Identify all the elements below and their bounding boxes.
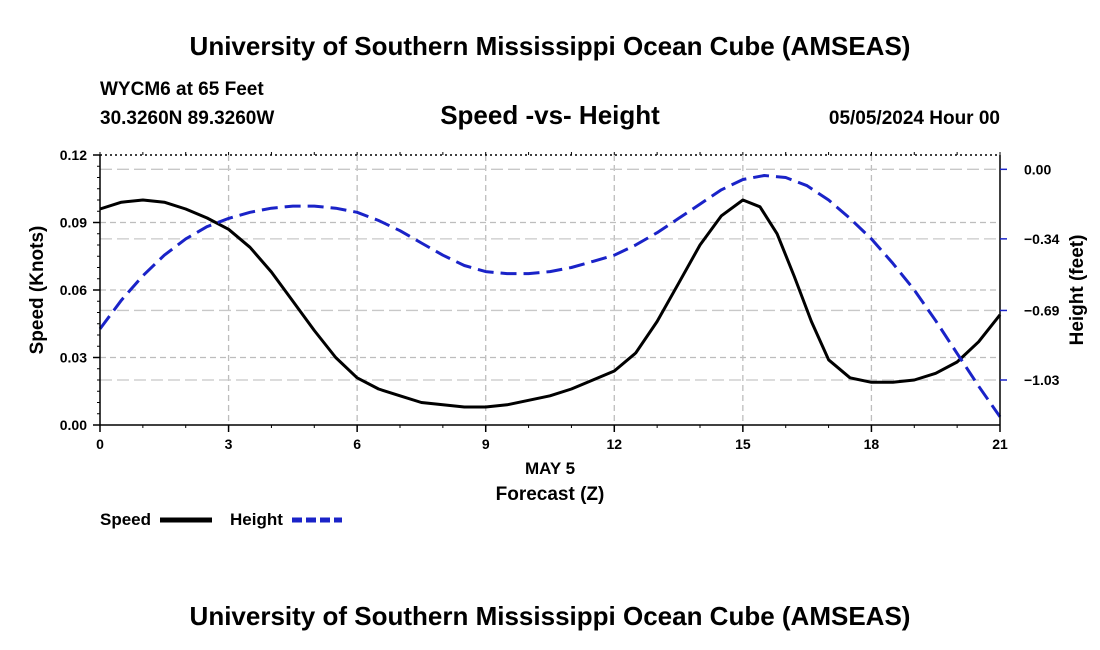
y-left-tick-label: 0.12 <box>60 147 87 163</box>
x-tick-label: 3 <box>225 436 233 452</box>
series-group <box>98 174 1002 418</box>
series-line-speed <box>99 198 1002 409</box>
y-left-tick-label: 0.09 <box>60 215 87 231</box>
y-left-tick-label: 0.03 <box>60 350 87 366</box>
series-line-height <box>98 174 1002 418</box>
y-left-tick-label: 0.00 <box>60 417 87 433</box>
x-tick-label: 18 <box>864 436 880 452</box>
y-axis-left-label: Speed (Knots) <box>27 226 48 355</box>
y-right-tick-label: −0.69 <box>1024 302 1060 318</box>
x-tick-label: 0 <box>96 436 104 452</box>
y-right-tick-label: 0.00 <box>1024 161 1051 177</box>
y-left-tick-label: 0.06 <box>60 282 87 298</box>
y-axis-right-label: Height (feet) <box>1067 235 1088 346</box>
page-title: University of Southern Mississippi Ocean… <box>190 31 911 61</box>
ticks: 0 3 6 9 12 15 18 21 0.00 0.03 0.06 0.09 0.12 0.00 −0.3… <box>60 147 1060 452</box>
legend-speed-label: Speed <box>100 510 151 529</box>
x-date-label: MAY 5 <box>525 459 575 478</box>
x-tick-label: 6 <box>353 436 361 452</box>
station-label: WYCM6 at 65 Feet <box>100 79 264 100</box>
coordinates-label: 30.3260N 89.3260W <box>100 108 274 129</box>
legend-height-label: Height <box>230 510 283 529</box>
x-tick-label: 12 <box>606 436 622 452</box>
y-right-tick-label: −1.03 <box>1024 372 1060 388</box>
footer-title: University of Southern Mississippi Ocean… <box>190 601 911 631</box>
legend: Speed Height <box>100 510 342 529</box>
x-tick-label: 21 <box>992 436 1008 452</box>
y-right-tick-label: −0.34 <box>1024 231 1060 247</box>
x-tick-label: 9 <box>482 436 490 452</box>
x-tick-label: 15 <box>735 436 751 452</box>
date-label: 05/05/2024 Hour 00 <box>829 108 1000 129</box>
chart-title: Speed -vs- Height <box>440 100 660 130</box>
grid <box>100 155 1000 425</box>
x-axis-label: Forecast (Z) <box>496 484 605 505</box>
